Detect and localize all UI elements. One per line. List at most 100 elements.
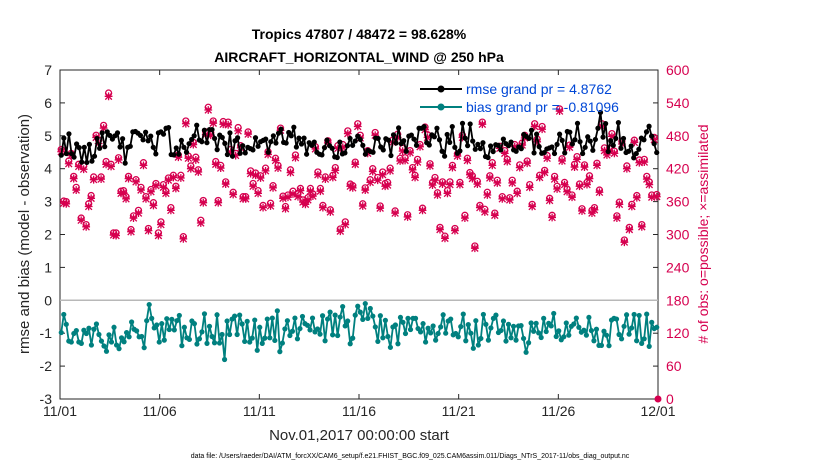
obs-assimilated-point bbox=[127, 227, 135, 236]
bias-series-point bbox=[551, 310, 557, 317]
rmse-series-point bbox=[587, 138, 593, 144]
obs-possible-point bbox=[379, 168, 387, 176]
rmse-series-point bbox=[408, 132, 414, 138]
rmse-series-point bbox=[518, 146, 524, 152]
bias-series-point bbox=[307, 327, 313, 333]
bias-series-point bbox=[274, 308, 280, 314]
rmse-series-point bbox=[633, 150, 639, 157]
obs-possible-point bbox=[461, 211, 469, 219]
obs-possible-point bbox=[391, 207, 399, 215]
rmse-series-point bbox=[301, 135, 307, 141]
rmse-series-point bbox=[549, 144, 555, 150]
legend-bias-label: bias grand pr = -0.81096 bbox=[466, 99, 619, 115]
bias-series-point bbox=[475, 342, 481, 348]
bias-series-point bbox=[649, 319, 655, 325]
bias-series-point bbox=[139, 333, 145, 340]
rmse-series-point bbox=[403, 148, 409, 154]
obs-possible-point bbox=[204, 103, 212, 111]
bias-series-point bbox=[493, 312, 499, 318]
bias-series-point bbox=[199, 329, 205, 335]
y-tick-label-left: -1 bbox=[40, 325, 53, 341]
rmse-series-point bbox=[268, 139, 274, 145]
rmse-series-point bbox=[94, 135, 100, 142]
bias-series-point bbox=[563, 320, 569, 326]
obs-possible-point bbox=[82, 220, 90, 229]
bias-series-point bbox=[111, 324, 117, 330]
obs-assimilated-point bbox=[510, 142, 519, 151]
rmse-series-point bbox=[181, 144, 187, 150]
rmse-series-point bbox=[81, 144, 87, 150]
bias-series-point bbox=[470, 345, 476, 351]
rmse-series-point bbox=[342, 150, 348, 156]
obs-possible-point bbox=[314, 168, 322, 176]
bias-series-point bbox=[121, 339, 127, 345]
bias-series-point bbox=[159, 321, 165, 327]
obs-possible-point bbox=[426, 160, 434, 168]
obs-assimilated-point bbox=[475, 203, 484, 212]
bias-series-point bbox=[237, 312, 243, 318]
obs-possible-point bbox=[197, 216, 205, 224]
obs-possible-point bbox=[89, 173, 98, 181]
obs-possible-point bbox=[580, 161, 589, 169]
bias-series-point bbox=[621, 323, 627, 329]
obs-assimilated-point bbox=[301, 200, 310, 209]
bias-series-point bbox=[347, 341, 353, 347]
rmse-series-point bbox=[421, 123, 427, 130]
obs-possible-point bbox=[199, 196, 207, 205]
obs-assimilated-point bbox=[505, 196, 514, 204]
rmse-series-point bbox=[104, 129, 110, 135]
rmse-series-point bbox=[224, 151, 230, 158]
rmse-series-point bbox=[229, 153, 236, 159]
obs-assimilated-point bbox=[114, 156, 123, 164]
bias-series-point bbox=[206, 323, 213, 329]
rmse-series-point bbox=[590, 147, 596, 153]
bias-series-point bbox=[473, 318, 479, 324]
obs-assimilated-point bbox=[194, 168, 203, 176]
rmse-series-point bbox=[140, 137, 146, 143]
obs-possible-point bbox=[463, 154, 472, 162]
obs-possible-point bbox=[630, 136, 638, 144]
bias-series-point bbox=[538, 334, 544, 341]
rmse-series-point bbox=[396, 125, 402, 131]
obs-possible-point bbox=[187, 162, 195, 170]
x-tick-label: 11/01 bbox=[43, 403, 77, 419]
obs-possible-point bbox=[526, 180, 534, 189]
obs-assimilated-point bbox=[82, 222, 91, 231]
obs-possible-point bbox=[498, 193, 506, 201]
obs-assimilated-point bbox=[463, 156, 472, 165]
bias-series-point bbox=[523, 349, 529, 355]
rmse-series-point bbox=[360, 142, 366, 148]
obs-assimilated-point bbox=[650, 135, 659, 144]
bias-series-point bbox=[583, 332, 589, 338]
obs-assimilated-point bbox=[453, 152, 462, 160]
rmse-series-point bbox=[651, 141, 657, 147]
rmse-series-point bbox=[235, 135, 241, 141]
obs-possible-point bbox=[217, 161, 225, 170]
obs-assimilated-point bbox=[77, 216, 86, 225]
obs-possible-point bbox=[127, 225, 135, 234]
bias-series-point bbox=[636, 312, 642, 319]
bias-series-point bbox=[591, 338, 597, 344]
bias-series-point bbox=[425, 325, 431, 331]
bias-series-point bbox=[186, 336, 192, 343]
bias-series-point bbox=[269, 315, 275, 321]
bias-series-point bbox=[593, 326, 600, 332]
rmse-series-point bbox=[150, 144, 156, 150]
obs-assimilated-point bbox=[214, 198, 223, 207]
bias-series-point bbox=[146, 301, 152, 308]
obs-possible-point bbox=[212, 157, 220, 166]
rmse-series-point bbox=[114, 130, 121, 136]
bias-series-point bbox=[267, 335, 273, 341]
obs-possible-point bbox=[583, 178, 591, 187]
obs-assimilated-point bbox=[448, 163, 457, 172]
bias-series-point bbox=[337, 314, 343, 320]
obs-assimilated-point bbox=[625, 225, 634, 234]
y-tick-label-right: 480 bbox=[666, 128, 690, 144]
rmse-series-point bbox=[61, 135, 67, 141]
obs-assimilated-point bbox=[568, 193, 576, 202]
bias-series-point bbox=[571, 321, 577, 327]
bias-series-point bbox=[402, 330, 409, 337]
obs-assimilated-point bbox=[528, 202, 537, 211]
obs-possible-point bbox=[608, 129, 616, 138]
rmse-series-point bbox=[572, 137, 578, 143]
